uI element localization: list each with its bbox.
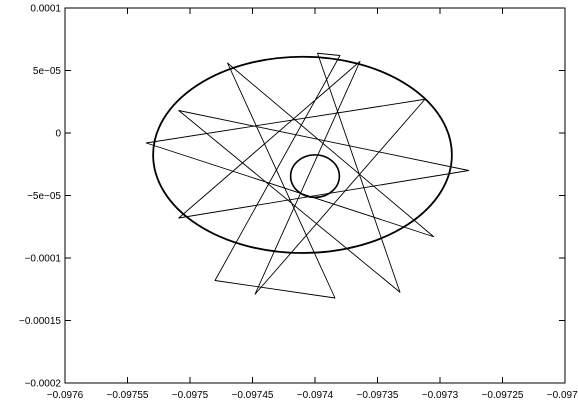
chord-line — [145, 52, 470, 299]
inner-ellipse — [289, 154, 341, 199]
plot-series — [145, 52, 470, 299]
x-tick-label: −0.09735 — [357, 390, 399, 401]
y-axis: 0.0001 5e−05 0 −5e−05 −0.0001 −0.00015 −0.0002 — [19, 4, 565, 390]
y-tick-label: −5e−05 — [27, 191, 61, 202]
x-tick-label: −0.09725 — [482, 390, 524, 401]
x-tick-label: −0.0972 — [547, 390, 578, 401]
y-tick-label: −0.00015 — [19, 316, 61, 327]
y-tick-label: −0.0001 — [25, 254, 62, 265]
x-tick-label: −0.0975 — [172, 390, 209, 401]
y-tick-label: 5e−05 — [33, 66, 62, 77]
y-tick-label: −0.0002 — [25, 379, 62, 390]
x-tick-label: −0.0976 — [47, 390, 84, 401]
outer-ellipse — [152, 55, 453, 254]
y-tick-label: 0.0001 — [30, 4, 61, 15]
x-axis: −0.0976 −0.09755 −0.0975 −0.09745 −0.0974 −0.… — [47, 8, 578, 401]
x-tick-label: −0.0973 — [422, 390, 459, 401]
x-tick-label: −0.09745 — [232, 390, 274, 401]
x-tick-label: −0.0974 — [297, 390, 334, 401]
y-tick-label: 0 — [55, 129, 61, 140]
x-tick-label: −0.09755 — [107, 390, 149, 401]
